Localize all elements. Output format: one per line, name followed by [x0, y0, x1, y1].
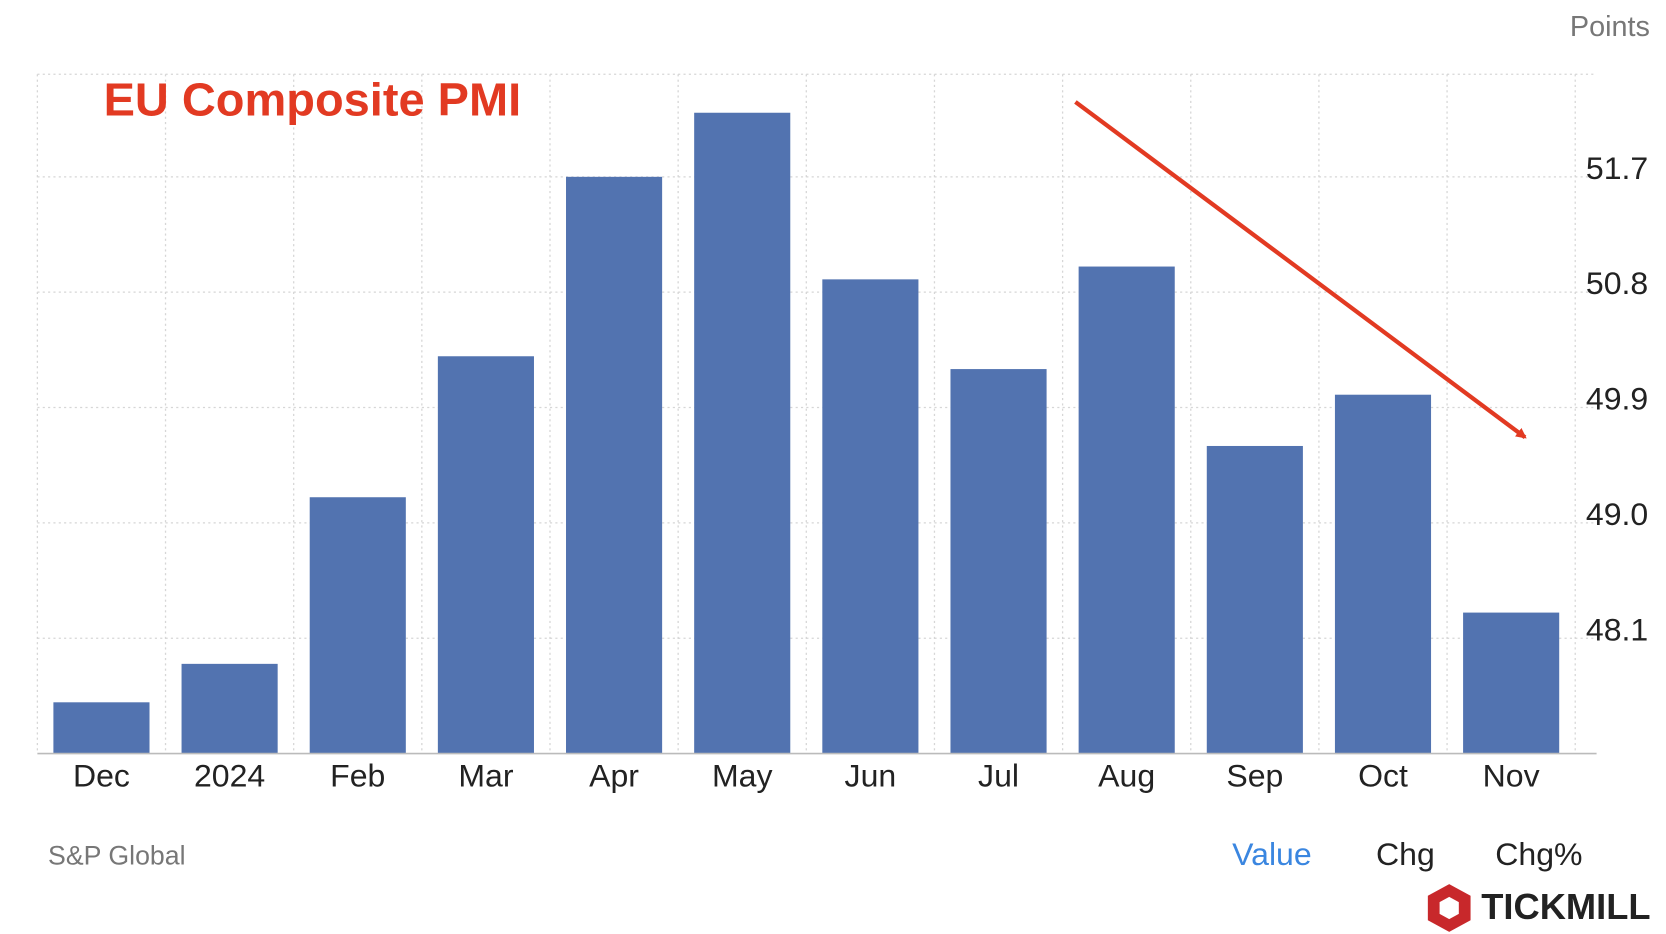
x-tick-label: Sep	[1226, 757, 1283, 793]
bar	[566, 176, 663, 754]
tab-button[interactable]: Value	[1232, 836, 1312, 872]
logo-icon-inner	[1439, 896, 1459, 920]
x-tick-label: Aug	[1098, 757, 1155, 793]
tab-button[interactable]: Chg%	[1495, 836, 1582, 872]
x-tick-label: 2024	[194, 757, 265, 793]
logo-text: TICKMILL	[1481, 886, 1650, 927]
y-tick-label: 49.9	[1586, 381, 1648, 417]
x-tick-label: Mar	[458, 757, 514, 793]
x-tick-label: Nov	[1483, 757, 1540, 793]
x-tick-label: Jul	[978, 757, 1019, 793]
logo: TICKMILL	[1427, 884, 1651, 932]
x-tick-label: Apr	[589, 757, 639, 793]
y-tick-label: 49.0	[1586, 496, 1648, 532]
x-tick-label: Oct	[1358, 757, 1408, 793]
bar	[309, 497, 406, 754]
bar	[181, 663, 278, 754]
unit-label: Points	[1570, 11, 1650, 43]
bar	[822, 279, 919, 754]
y-tick-label: 48.1	[1586, 611, 1648, 647]
x-tick-label: May	[712, 757, 773, 793]
bar	[1078, 266, 1175, 754]
source: S&P Global	[48, 841, 186, 871]
bar	[1334, 394, 1432, 754]
y-tick-label: 50.8	[1586, 265, 1648, 301]
chart-title: EU Composite PMI	[104, 73, 522, 125]
y-tick-label: 51.7	[1586, 150, 1648, 186]
x-tick-label: Dec	[73, 757, 130, 793]
bar	[1463, 612, 1560, 754]
x-tick-label: Feb	[330, 757, 385, 793]
bar	[694, 112, 791, 754]
bar	[1206, 445, 1303, 754]
bar	[437, 356, 534, 754]
trend-arrow	[1074, 100, 1527, 439]
tab-button[interactable]: Chg	[1376, 836, 1435, 872]
bar	[950, 369, 1047, 754]
x-tick-label: Jun	[845, 757, 897, 793]
bar	[53, 702, 150, 754]
